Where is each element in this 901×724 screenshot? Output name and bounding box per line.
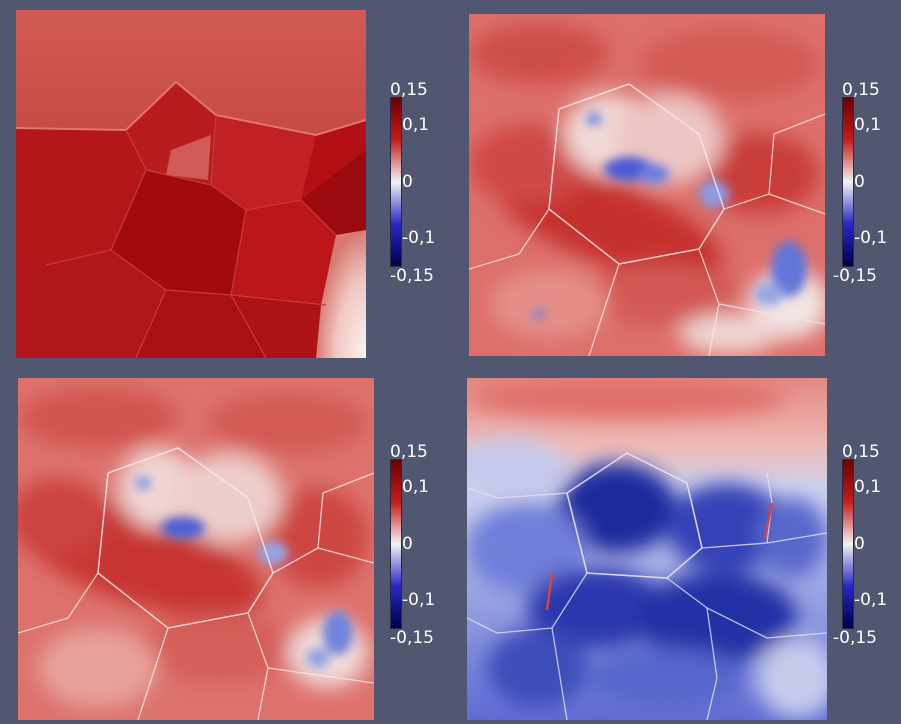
colorbar-top-left-tick-max: 0,15 <box>390 80 428 100</box>
colorbar-top-right <box>842 97 854 267</box>
colorbar-bottom-right <box>842 459 854 629</box>
strain-map-bottom-left-graphic <box>18 378 374 720</box>
colorbar-top-left-tick-zero: 0 <box>402 172 413 192</box>
colorbar-bottom-left-tick-zero: 0 <box>402 534 413 554</box>
colorbar-bottom-left-tick-lower: -0,1 <box>402 590 436 610</box>
strain-map-top-left-graphic <box>16 10 366 358</box>
colorbar-top-right-tick-max: 0,15 <box>842 80 880 100</box>
colorbar-top-left-tick-upper: 0,1 <box>402 115 430 135</box>
colorbar-bottom-right-tick-min: -0,15 <box>833 628 877 648</box>
colorbar-top-left-tick-lower: -0,1 <box>402 228 436 248</box>
colorbar-bottom-left <box>390 459 402 629</box>
colorbar-top-right-tick-min: -0,15 <box>833 266 877 286</box>
strain-map-top-right-graphic <box>469 14 825 356</box>
colorbar-top-left <box>390 97 402 267</box>
strain-map-bottom-right <box>467 378 827 720</box>
colorbar-bottom-left-tick-min: -0,15 <box>390 628 434 648</box>
colorbar-bottom-right-tick-zero: 0 <box>854 534 865 554</box>
colorbar-bottom-left-tick-max: 0,15 <box>390 442 428 462</box>
colorbar-top-right-tick-upper: 0,1 <box>854 115 882 135</box>
colorbar-top-right-tick-zero: 0 <box>854 172 865 192</box>
colorbar-top-right-tick-lower: -0,1 <box>854 228 888 248</box>
strain-map-top-right <box>469 14 825 356</box>
strain-map-top-left <box>16 10 366 358</box>
colorbar-top-left-tick-min: -0,15 <box>390 266 434 286</box>
strain-map-bottom-left <box>18 378 374 720</box>
colorbar-bottom-right-tick-max: 0,15 <box>842 442 880 462</box>
colorbar-bottom-right-tick-lower: -0,1 <box>854 590 888 610</box>
strain-map-bottom-right-graphic <box>467 378 827 720</box>
colorbar-bottom-left-tick-upper: 0,1 <box>402 477 430 497</box>
colorbar-bottom-right-tick-upper: 0,1 <box>854 477 882 497</box>
